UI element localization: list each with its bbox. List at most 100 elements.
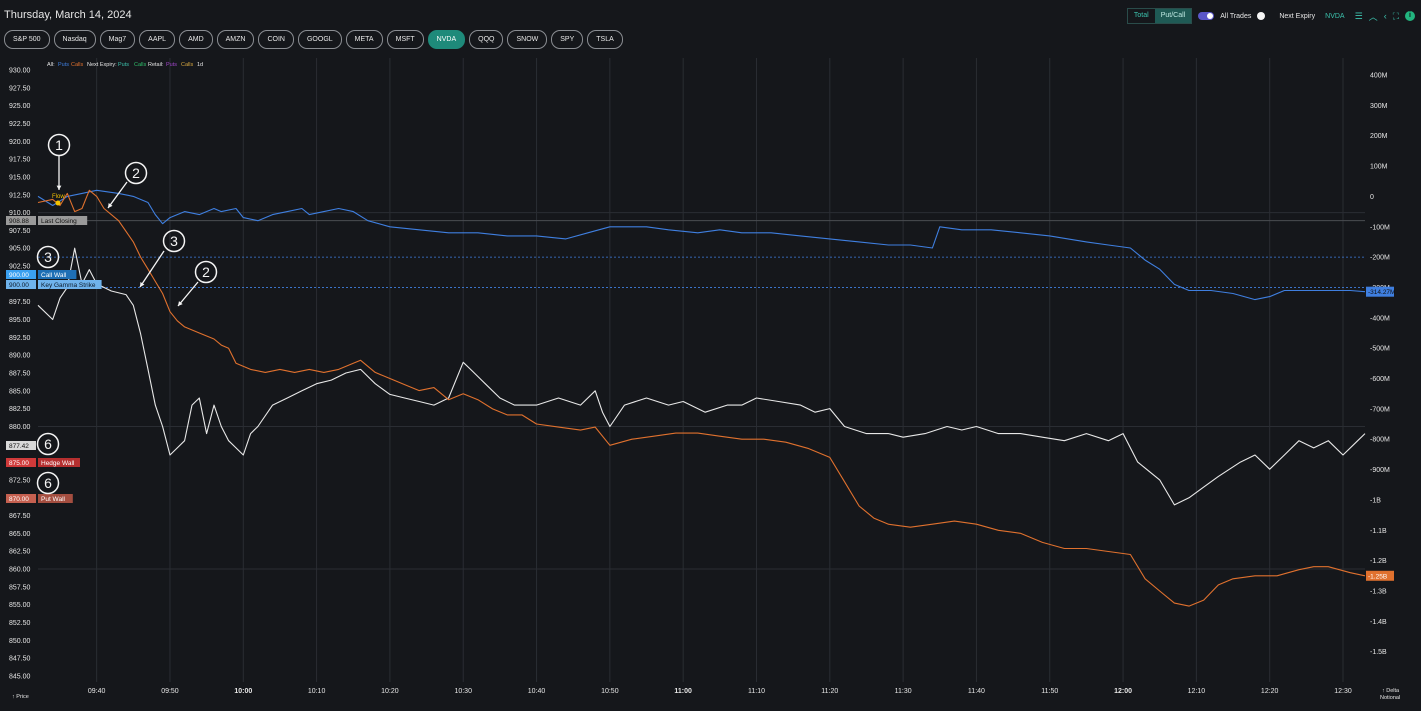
ticker-s-p-500[interactable]: S&P 500 bbox=[4, 30, 50, 49]
y-left-tick-label: 902.50 bbox=[9, 264, 31, 271]
y-left-tick-label: 882.50 bbox=[9, 406, 31, 413]
ticker-amzn[interactable]: AMZN bbox=[216, 30, 255, 49]
ticker-amd[interactable]: AMD bbox=[179, 30, 213, 49]
annotation-number: 2 bbox=[132, 165, 140, 181]
all-trades-label: All Trades bbox=[1220, 12, 1252, 20]
ticker-coin[interactable]: COIN bbox=[258, 30, 294, 49]
ticker-spy[interactable]: SPY bbox=[551, 30, 584, 49]
y-right-tick-label: -200M bbox=[1370, 255, 1390, 262]
y-right-tick-label: -1B bbox=[1370, 497, 1381, 504]
y-left-tick-label: 852.50 bbox=[9, 620, 31, 627]
annotation-arrow bbox=[107, 181, 128, 209]
annotation-arrowhead bbox=[178, 301, 183, 306]
y-left-tick-label: 847.50 bbox=[9, 656, 31, 663]
y-left-tick-label: 885.00 bbox=[9, 388, 31, 395]
y-left-tick-label: 922.50 bbox=[9, 121, 31, 128]
y-right-tick-label: -1.4B bbox=[1370, 619, 1387, 626]
y-right-tick-label: -800M bbox=[1370, 437, 1390, 444]
putcall-button[interactable]: Put/Call bbox=[1154, 9, 1192, 23]
y-right-tick-label: -1.3B bbox=[1370, 588, 1387, 595]
legend-ne-calls: Calls bbox=[134, 62, 146, 68]
annotation-number: 6 bbox=[44, 475, 52, 491]
y-right-tick-label: 300M bbox=[1370, 103, 1388, 110]
series-line-puts bbox=[37, 189, 1366, 301]
annotation-number: 6 bbox=[44, 436, 52, 452]
legend-next-expiry: Next Expiry: bbox=[87, 62, 117, 68]
ticker-msft[interactable]: MSFT bbox=[386, 30, 424, 49]
y-left-tick-label: 845.00 bbox=[9, 674, 31, 681]
level-badge-value-bg bbox=[6, 458, 36, 467]
symbol-selector[interactable]: NVDA bbox=[1325, 12, 1345, 20]
ticker-meta[interactable]: META bbox=[345, 30, 383, 49]
page-title: Thursday, March 14, 2024 bbox=[4, 9, 132, 21]
ticker-qqq[interactable]: QQQ bbox=[469, 30, 504, 49]
level-badge-label-bg bbox=[38, 458, 80, 467]
y-right-tick-label: -1.2B bbox=[1370, 558, 1387, 565]
ticker-googl[interactable]: GOOGL bbox=[297, 30, 342, 49]
right-value-badge: -314.27M bbox=[1368, 289, 1395, 296]
annotation-circle bbox=[36, 432, 60, 456]
next-expiry-toggle[interactable] bbox=[1257, 12, 1266, 20]
legend-retail: Retail: bbox=[148, 62, 164, 68]
y-left-tick-label: 907.50 bbox=[9, 228, 31, 235]
y-right-tick-label: -700M bbox=[1370, 406, 1390, 413]
y-left-tick-label: 905.00 bbox=[9, 246, 31, 253]
fullscreen-icon[interactable]: ⛶ bbox=[1392, 10, 1399, 21]
flow-dot bbox=[55, 200, 61, 206]
level-badge: 875.00 Hedge Wall bbox=[6, 458, 80, 467]
level-badge-value: 870.00 bbox=[9, 496, 29, 503]
legend-r-calls: Calls bbox=[181, 62, 193, 68]
level-badge-value: 875.00 bbox=[9, 460, 29, 467]
x-axis-caption: ↑ Price bbox=[12, 694, 29, 700]
level-badge: 877.42 bbox=[6, 441, 36, 450]
y-right-tick-label: -100M bbox=[1370, 224, 1390, 231]
annotation-number: 2 bbox=[202, 264, 210, 280]
legend-ne-puts: Puts bbox=[118, 62, 129, 68]
all-trades-toggle[interactable] bbox=[1198, 12, 1215, 20]
chevron-up-icon[interactable]: ︿ bbox=[1368, 11, 1378, 22]
x-tick-label: 11:30 bbox=[895, 688, 912, 695]
annotation-arrowhead bbox=[140, 282, 145, 287]
series-line-price bbox=[37, 247, 1366, 506]
ticker-snow[interactable]: SNOW bbox=[507, 30, 548, 49]
y-left-tick-label: 887.50 bbox=[9, 371, 31, 378]
level-badge: 870.00 Put Wall bbox=[6, 494, 73, 503]
level-badge-label: Last Closing bbox=[41, 218, 77, 225]
total-button[interactable]: Total bbox=[1133, 12, 1149, 19]
x-tick-label: 09:40 bbox=[88, 688, 106, 695]
level-badge-label: Call Wall bbox=[41, 272, 67, 279]
right-value-badge-bg bbox=[1366, 286, 1394, 297]
ticker-tsla[interactable]: TSLA bbox=[587, 30, 623, 49]
y-left-tick-label: 930.00 bbox=[9, 68, 31, 75]
y-right-tick-label: -1.5B bbox=[1370, 649, 1387, 656]
level-badge-value-bg bbox=[6, 441, 36, 450]
ticker-mag7[interactable]: Mag7 bbox=[99, 30, 136, 49]
settings-sliders-icon[interactable]: ☰ bbox=[1354, 10, 1363, 21]
y-left-tick-label: 850.00 bbox=[9, 638, 31, 645]
level-badge-value: 900.00 bbox=[9, 282, 29, 289]
chevron-left-icon[interactable]: ‹ bbox=[1383, 11, 1387, 21]
ticker-nvda[interactable]: NVDA bbox=[427, 30, 466, 49]
annotation-number: 3 bbox=[44, 249, 52, 265]
info-icon[interactable]: i bbox=[1405, 11, 1415, 21]
y-left-tick-label: 872.50 bbox=[9, 477, 31, 484]
y-left-tick-label: 880.00 bbox=[9, 424, 31, 431]
legend-puts: Puts bbox=[58, 62, 69, 68]
ticker-aapl[interactable]: AAPL bbox=[139, 30, 176, 49]
flow-label: Flow bbox=[52, 194, 65, 200]
y-right-caption: ↑ Delta bbox=[1382, 688, 1400, 694]
y-left-tick-label: 867.50 bbox=[9, 513, 31, 520]
x-tick-label: 10:20 bbox=[381, 688, 399, 695]
x-tick-label: 10:00 bbox=[234, 688, 252, 695]
level-badge-value-bg bbox=[6, 494, 36, 503]
ticker-nasdaq[interactable]: Nasdaq bbox=[53, 30, 96, 49]
right-value-badge: -1.25B bbox=[1368, 573, 1387, 580]
y-left-tick-label: 897.50 bbox=[9, 299, 31, 306]
level-badge-label: Hedge Wall bbox=[41, 460, 75, 467]
right-value-badge-bg bbox=[1366, 570, 1394, 581]
annotation-circle bbox=[124, 161, 148, 185]
y-left-tick-label: 890.00 bbox=[9, 353, 31, 360]
annotation-number: 1 bbox=[55, 137, 63, 153]
level-badge-value: 900.00 bbox=[9, 272, 29, 279]
